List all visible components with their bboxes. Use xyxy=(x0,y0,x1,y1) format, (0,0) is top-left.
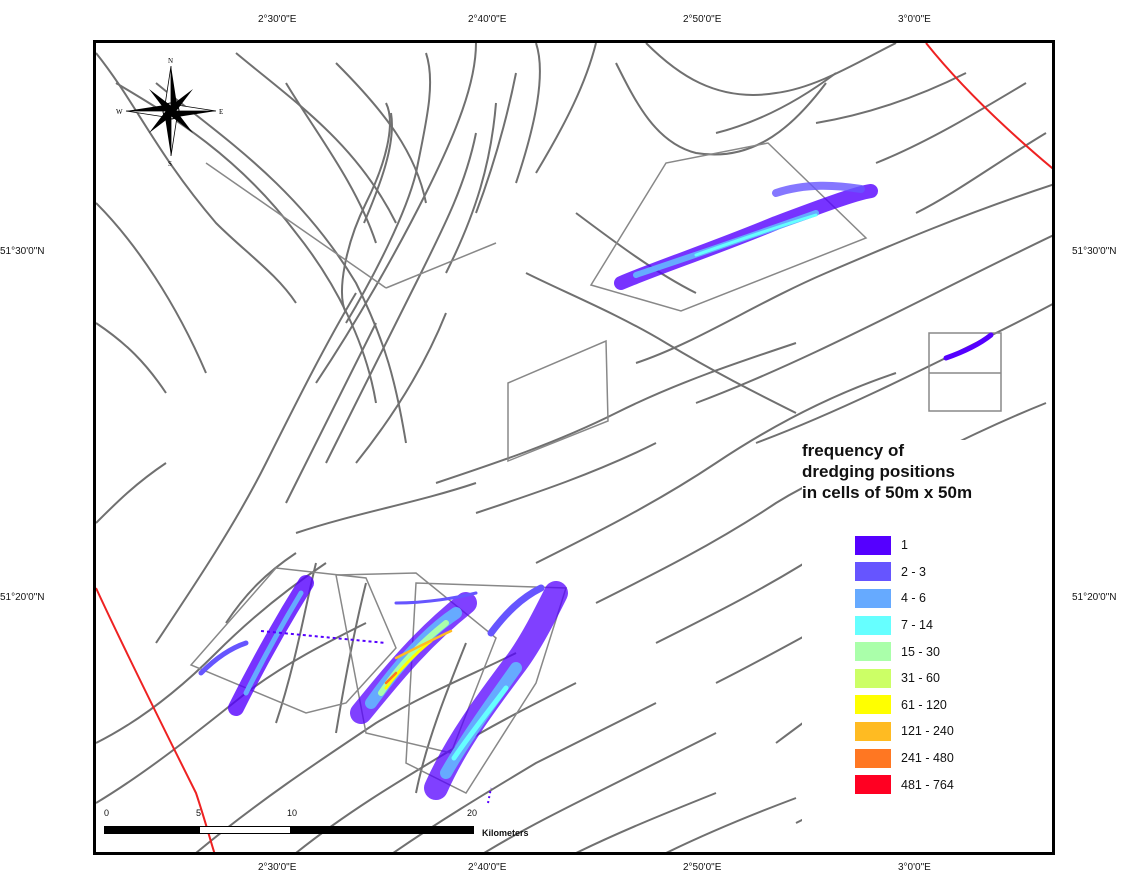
legend-item: 1 xyxy=(855,532,954,559)
legend-label: 1 xyxy=(901,538,908,553)
lon-label-bottom-4: 3°0'0"E xyxy=(898,862,931,873)
legend-title: frequency of dredging positions in cells… xyxy=(802,440,1052,503)
zone-middle xyxy=(507,339,609,463)
scale-segment xyxy=(199,826,291,834)
legend-item: 31 - 60 xyxy=(855,665,954,692)
legend-label: 61 - 120 xyxy=(901,697,947,712)
legend-swatch xyxy=(855,695,891,715)
compass-s-label: S xyxy=(168,160,172,168)
legend-label: 121 - 240 xyxy=(901,724,954,739)
border-lines xyxy=(96,43,1052,852)
border-line-east xyxy=(925,43,1052,170)
compass-w-label: W xyxy=(116,108,123,116)
lon-label-bottom-2: 2°40'0"E xyxy=(468,862,507,873)
heat-area-south-mid xyxy=(350,591,478,724)
dredging-heatmap xyxy=(198,181,994,804)
compass-rose: N S E W xyxy=(116,57,223,168)
legend-swatch xyxy=(855,668,891,688)
lon-label-top-4: 3°0'0"E xyxy=(898,14,931,25)
scale-tick: 0 xyxy=(104,808,110,818)
lon-label-top-2: 2°40'0"E xyxy=(468,14,507,25)
legend-swatch xyxy=(855,721,891,741)
lat-label-right-1: 51°30'0"N xyxy=(1072,246,1117,257)
lon-label-bottom-3: 2°50'0"E xyxy=(683,862,722,873)
heat-area-south-west xyxy=(198,575,387,716)
legend-title-line: in cells of 50m x 50m xyxy=(802,483,973,502)
zone-south-west xyxy=(189,567,397,714)
scale-tick: 10 xyxy=(287,808,298,818)
legend-item: 4 - 6 xyxy=(855,585,954,612)
legend-label: 2 - 3 xyxy=(901,564,927,579)
legend-swatch xyxy=(855,642,891,662)
legend-items: 1 2 - 3 4 - 6 7 - 14 15 - 30 31 - 60 61 - 120 1… xyxy=(855,532,954,798)
heat-area-east xyxy=(943,332,994,361)
legend-swatch xyxy=(855,535,891,555)
legend-label: 7 - 14 xyxy=(901,618,933,633)
scale-segment xyxy=(291,826,474,834)
zone-east xyxy=(928,332,1002,412)
zone-north xyxy=(589,142,868,312)
scale-segment xyxy=(104,826,199,834)
legend-swatch xyxy=(855,748,891,768)
compass-e-label: E xyxy=(219,108,223,116)
legend-swatch xyxy=(855,615,891,635)
legend-item: 241 - 480 xyxy=(855,745,954,772)
scale-tick: 5 xyxy=(196,808,202,818)
legend-swatch xyxy=(855,562,891,582)
legend-label: 4 - 6 xyxy=(901,591,927,606)
legend-item: 15 - 30 xyxy=(855,638,954,665)
legend-label: 31 - 60 xyxy=(901,671,940,686)
heat-area-south-east xyxy=(424,581,568,804)
lon-label-bottom-1: 2°30'0"E xyxy=(258,862,297,873)
lon-label-top-1: 2°30'0"E xyxy=(258,14,297,25)
legend-label: 481 - 764 xyxy=(901,777,954,792)
legend-label: 241 - 480 xyxy=(901,751,954,766)
lat-label-right-2: 51°20'0"N xyxy=(1072,592,1117,603)
compass-n-label: N xyxy=(168,57,173,65)
legend-item: 2 - 3 xyxy=(855,559,954,586)
legend: frequency of dredging positions in cells… xyxy=(802,440,1052,852)
legend-swatch xyxy=(855,775,891,795)
legend-title-line: frequency of xyxy=(802,441,905,460)
legend-item: 61 - 120 xyxy=(855,692,954,719)
lat-label-left-2: 51°20'0"N xyxy=(0,592,45,603)
lat-label-left-1: 51°30'0"N xyxy=(0,246,45,257)
scale-unit: Kilometers xyxy=(482,828,529,838)
legend-swatch xyxy=(855,588,891,608)
legend-title-line: dredging positions xyxy=(802,462,955,481)
bathymetry-contours xyxy=(96,43,1052,852)
legend-item: 481 - 764 xyxy=(855,771,954,798)
heat-area-north xyxy=(614,181,878,290)
legend-item: 7 - 14 xyxy=(855,612,954,639)
legend-label: 15 - 30 xyxy=(901,644,940,659)
border-line-west xyxy=(96,587,216,852)
legend-item: 121 - 240 xyxy=(855,718,954,745)
lon-label-top-3: 2°50'0"E xyxy=(683,14,722,25)
scale-tick: 20 xyxy=(467,808,478,818)
scale-bar: 0 5 10 20 Kilometers xyxy=(104,808,554,848)
